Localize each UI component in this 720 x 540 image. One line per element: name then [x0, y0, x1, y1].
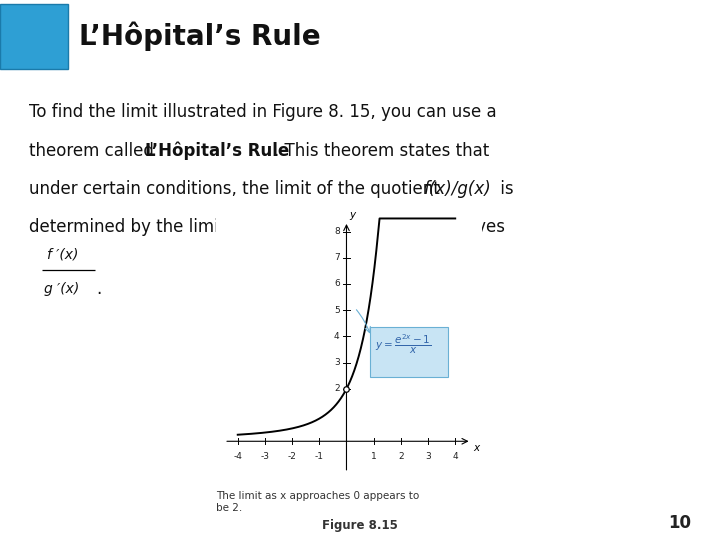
Text: -2: -2: [288, 452, 297, 461]
Text: L’Hôpital’s Rule: L’Hôpital’s Rule: [79, 22, 321, 51]
Text: 2: 2: [398, 452, 404, 461]
Text: 4: 4: [452, 452, 458, 461]
Text: Figure 8.15: Figure 8.15: [322, 519, 398, 532]
Text: To find the limit illustrated in Figure 8. 15, you can use a: To find the limit illustrated in Figure …: [29, 103, 496, 122]
Text: 3: 3: [334, 358, 340, 367]
Text: 3: 3: [425, 452, 431, 461]
Text: y: y: [350, 210, 356, 220]
Text: g ′(x): g ′(x): [44, 282, 79, 296]
Text: . This theorem states that: . This theorem states that: [274, 141, 489, 159]
Text: -1: -1: [315, 452, 324, 461]
Text: theorem called: theorem called: [29, 141, 159, 159]
FancyBboxPatch shape: [0, 4, 68, 69]
Text: 2: 2: [334, 384, 340, 393]
Text: is: is: [495, 180, 513, 198]
Text: x: x: [473, 443, 479, 453]
Text: The limit as x approaches 0 appears to
be 2.: The limit as x approaches 0 appears to b…: [216, 491, 419, 513]
Text: f ′(x): f ′(x): [47, 247, 78, 261]
Text: -3: -3: [261, 452, 269, 461]
Text: f(x)/g(x): f(x)/g(x): [424, 180, 492, 198]
Text: 5: 5: [334, 306, 340, 315]
Text: 7: 7: [334, 253, 340, 262]
Text: 8: 8: [334, 227, 340, 236]
Text: 4: 4: [334, 332, 340, 341]
Text: determined by the limit of the quotient of the derivatives: determined by the limit of the quotient …: [29, 218, 505, 236]
Text: L’Hôpital’s Rule: L’Hôpital’s Rule: [145, 141, 289, 160]
Text: 6: 6: [334, 280, 340, 288]
Text: -4: -4: [233, 452, 242, 461]
Text: 10: 10: [668, 514, 691, 532]
FancyBboxPatch shape: [369, 327, 449, 377]
Text: $y = \dfrac{e^{2x}-1}{x}$: $y = \dfrac{e^{2x}-1}{x}$: [375, 333, 431, 355]
Text: 1: 1: [371, 452, 377, 461]
Text: .: .: [96, 280, 101, 298]
Text: under certain conditions, the limit of the quotient: under certain conditions, the limit of t…: [29, 180, 445, 198]
